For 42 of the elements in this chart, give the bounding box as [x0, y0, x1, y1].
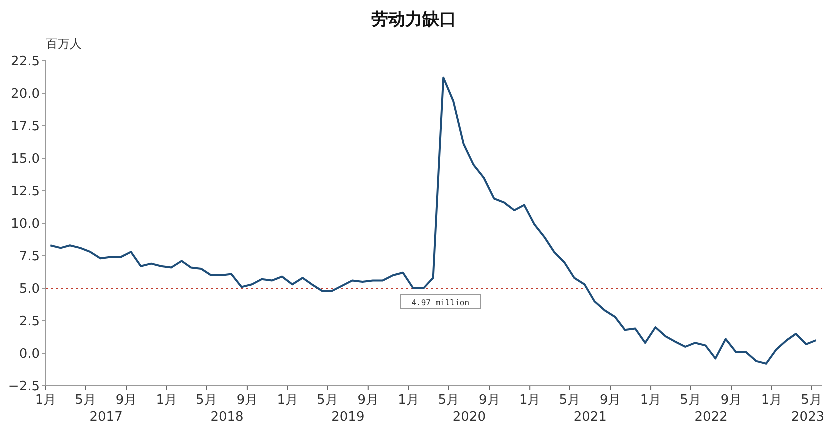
- y-tick-label: 17.5: [11, 120, 40, 135]
- x-tick-label: 5月: [317, 393, 338, 408]
- x-tick-label: 5月: [801, 393, 822, 408]
- x2-tick-label: 2021: [574, 410, 607, 425]
- x2-tick-label: 2022: [694, 410, 728, 425]
- x-tick-label: 5月: [196, 393, 218, 408]
- x-tick-label: 1月: [156, 393, 178, 408]
- y-tick-label: 12.5: [11, 184, 40, 200]
- y-tick-label: 0.0: [19, 347, 40, 362]
- x-tick-label: 9月: [236, 393, 258, 408]
- x-tick-label: 1月: [277, 393, 299, 408]
- x2-tick-label: 2020: [452, 410, 486, 425]
- y-tick-label: 20.0: [11, 87, 40, 102]
- x-tick-label: 5月: [559, 393, 580, 408]
- y-tick-label: 15.0: [11, 152, 40, 168]
- x-tick-label: 1月: [35, 393, 57, 408]
- x-tick-label: 5月: [75, 393, 96, 408]
- ref-line-label: 4.97 million: [412, 298, 470, 308]
- y-tick-label: 7.5: [19, 250, 40, 265]
- y-tick-label: 5.0: [19, 282, 40, 298]
- x-tick-label: 1月: [640, 393, 662, 408]
- x-tick-label: 9月: [479, 393, 500, 408]
- x2-tick-label: 2018: [210, 410, 244, 425]
- line-series: [50, 76, 818, 365]
- x-tick-label: 1月: [398, 393, 420, 408]
- x-tick-label: 9月: [600, 393, 622, 408]
- y-tick-label: 10.0: [11, 217, 40, 232]
- x-tick-label: 9月: [116, 393, 138, 408]
- x2-tick-label: 2017: [90, 410, 123, 425]
- y-axis-title: 百万人: [46, 36, 82, 53]
- x2-tick-label: 2023: [792, 410, 825, 425]
- x-tick-label: 1月: [761, 393, 783, 408]
- x2-tick-label: 2019: [332, 410, 365, 425]
- x-tick-label: 5月: [438, 393, 460, 408]
- y-tick-label: 22.5: [11, 54, 40, 70]
- y-tick-label: −2.5: [8, 380, 40, 395]
- chart-title: 劳动力缺口: [370, 9, 458, 31]
- x-tick-label: 9月: [720, 393, 742, 408]
- y-tick-label: 2.5: [19, 314, 40, 330]
- x-tick-label: 5月: [680, 393, 702, 408]
- x-tick-label: 9月: [358, 393, 380, 408]
- x-tick-label: 1月: [519, 393, 541, 408]
